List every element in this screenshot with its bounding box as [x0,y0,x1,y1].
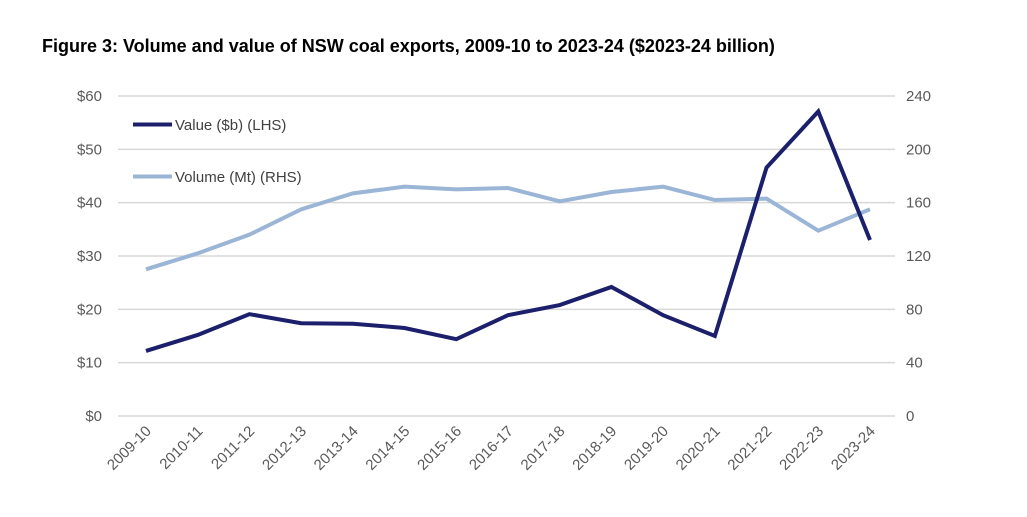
right-tick-label: 200 [906,141,931,158]
left-tick-label: $50 [77,141,102,158]
left-tick-label: $20 [77,301,102,318]
x-tick-label: 2020-21 [673,423,724,474]
series-line-volume [145,184,871,272]
right-tick-label: 0 [906,408,914,425]
right-tick-label: 160 [906,195,931,212]
x-tick-label: 2021-22 [724,423,775,474]
left-tick-label: $60 [77,88,102,105]
x-tick-label: 2015-16 [414,423,465,474]
x-tick-label: 2017-18 [518,423,569,474]
left-tick-label: $30 [77,248,102,265]
x-tick-label: 2014-15 [362,423,413,474]
x-tick-label: 2011-12 [208,423,258,473]
x-tick-label: 2012-13 [259,423,310,474]
x-tick-label: 2018-19 [569,423,620,474]
x-tick-label: 2016-17 [466,423,517,474]
x-tick-label: 2009-10 [104,423,155,474]
x-tick-label: 2022-23 [776,423,827,474]
left-tick-label: $40 [77,195,102,212]
left-tick-label: $10 [77,355,102,372]
legend-label: Volume (Mt) (RHS) [175,169,302,186]
right-tick-label: 120 [906,248,931,265]
legend-label: Value ($b) (LHS) [175,117,286,134]
left-tick-label: $0 [85,408,102,425]
right-tick-label: 40 [906,355,923,372]
chart-title: Figure 3: Volume and value of NSW coal e… [42,36,775,56]
x-tick-label: 2019-20 [621,423,672,474]
right-tick-label: 240 [906,88,931,105]
x-tick-label: 2023-24 [828,423,879,474]
x-tick-label: 2010-11 [156,423,206,473]
right-tick-label: 80 [906,301,923,318]
x-tick-label: 2013-14 [311,423,362,474]
